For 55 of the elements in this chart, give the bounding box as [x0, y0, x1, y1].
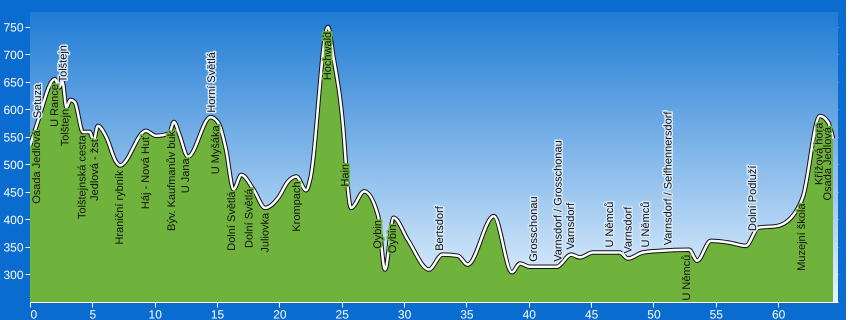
x-tick-label: 20 [273, 308, 287, 320]
annotation: Bertsdorf [434, 205, 446, 251]
y-tick-label: 450 [3, 185, 24, 200]
x-tick-label: 60 [772, 308, 786, 320]
y-tick-label: 600 [3, 102, 24, 117]
y-tick-label: 350 [3, 240, 24, 254]
y-tick-label: 750 [3, 20, 24, 34]
x-tick-label: 40 [522, 308, 536, 320]
annotation: Býv. Kaufmanův buk [166, 130, 178, 231]
annotation: Juliovka [260, 212, 272, 253]
x-tick-label: 30 [398, 308, 412, 320]
annotation: Jedlová - žst [88, 139, 101, 201]
annotation: Dolní Světlá [243, 188, 256, 248]
annotation: U Němců [640, 202, 652, 248]
x-tick-label: 50 [647, 308, 661, 320]
y-tick-label: 500 [3, 158, 24, 172]
annotation: Krompach [290, 182, 303, 232]
annotation: Hochwald [322, 32, 334, 80]
annotation: Tolštejnská cesta [76, 134, 88, 220]
annotation: Muzejní škola [796, 202, 808, 271]
annotation: U Němců [681, 254, 694, 301]
annotation: Háj - Nová Huť [140, 134, 152, 210]
x-tick-label: 45 [584, 308, 599, 320]
annotation: Osada Jedlová [822, 126, 834, 200]
annotation: Tolštejn [58, 45, 70, 82]
y-tick-label: 650 [3, 75, 24, 90]
annotation: Hraniční rybník [114, 170, 126, 245]
annotation: Tolštejn [60, 108, 72, 146]
x-tick-label: 5 [90, 308, 96, 320]
annotation: Osada Jedlová [30, 129, 43, 204]
y-tick-label: 400 [3, 212, 24, 227]
annotation: U Jana [180, 158, 192, 194]
annotation: Varnsdorf [622, 206, 635, 254]
annotation: Oybin [372, 220, 384, 249]
annotation: Setuza [32, 83, 44, 118]
annotation: U Rance [48, 84, 61, 127]
x-tick-label: 15 [210, 308, 225, 320]
annotation: Varnsdorf [565, 202, 578, 250]
annotation: U Myšáka [210, 124, 222, 174]
y-tick-label: 300 [3, 268, 24, 282]
annotation: Varnsdorf / Seifhennersdorf [662, 110, 674, 246]
y-tick-label: 550 [3, 130, 24, 144]
annotation: Oybin [386, 224, 399, 254]
y-tick-label: 700 [3, 48, 24, 62]
annotation: Varnsdorf / Grosschonau [552, 140, 565, 262]
x-tick-label: 35 [460, 308, 474, 320]
x-tick-label: 25 [336, 308, 350, 320]
x-tick-label: 0 [30, 308, 38, 320]
annotation: U Němců [604, 202, 616, 248]
annotation: Dolní Podluží [747, 164, 760, 231]
x-tick-label: 55 [710, 308, 724, 320]
x-tick-label: 10 [148, 308, 162, 320]
annotation: Grosschonau [528, 196, 540, 262]
annotation: Horní Světlá [206, 51, 218, 113]
annotation: Dolní Světlá [226, 190, 238, 251]
